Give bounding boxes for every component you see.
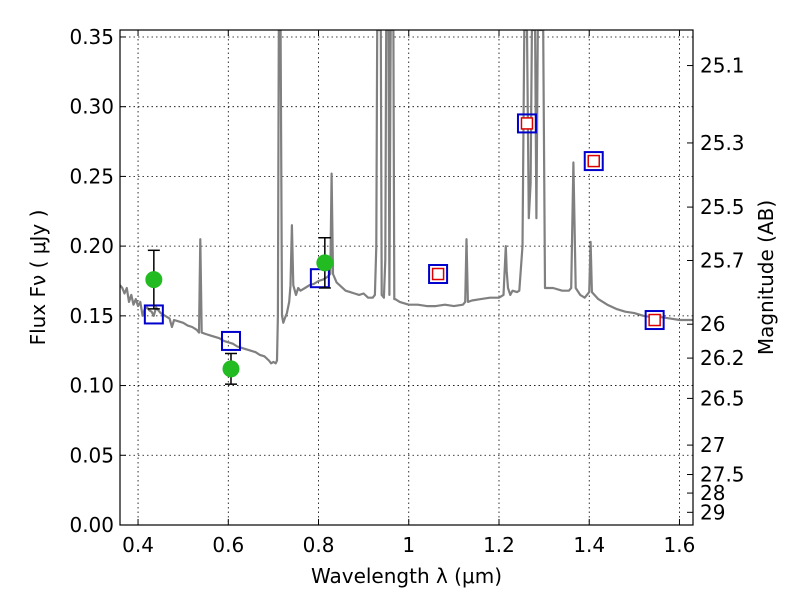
y-tick-label: 0.15 [69,304,114,328]
right-tick-label: 25.3 [700,131,745,155]
x-tick-label: 1 [402,533,415,557]
x-tick-label: 0.6 [212,533,244,557]
y-tick-label: 0.10 [69,374,114,398]
model-band-square [220,330,241,351]
right-tick-label: 26.2 [700,346,745,370]
observed-point [145,271,163,289]
y-tick-label: 0.30 [69,95,114,119]
red-marker-square [648,313,661,327]
red-marker-square [587,154,600,168]
model-band-square [644,310,665,331]
red-marker-square [431,267,445,281]
model-band-square [428,264,449,285]
x-tick-label: 1.6 [664,533,696,557]
model-band-square [516,113,537,134]
right-tick-label: 29 [700,500,725,524]
y-tick-label: 0.25 [69,164,114,188]
y-tick-label: 0.00 [69,513,114,537]
right-tick-label: 25.1 [700,54,745,78]
x-tick-label: 0.4 [122,533,154,557]
right-tick-label: 28 [700,481,725,505]
right-tick-label: 27.5 [700,463,745,487]
plot-frame [119,29,694,526]
right-tick-label: 25.7 [700,248,745,272]
right-tick-label: 26 [700,312,725,336]
model-spectrum-line [120,30,693,365]
x-tick-label: 1.2 [483,533,515,557]
y-axis-label: Flux Fν ( μJy ) [26,210,50,346]
x-tick-label: 1.4 [573,533,605,557]
y-tick-label: 0.20 [69,234,114,258]
y-tick-label: 0.35 [69,25,114,49]
markers [143,113,665,385]
right-tick-label: 27 [700,433,725,457]
x-axis-label: Wavelength λ (μm) [311,564,502,588]
x-tick-label: 0.8 [303,533,335,557]
observed-point [316,254,334,272]
model-band-square [583,151,604,172]
right-tick-label: 26.5 [700,386,745,410]
grid-lines [120,30,693,525]
observed-point [222,360,240,378]
axis-ticks: 0.4 0.6 0.8 1 1.2 1.4 1.6 0.00 0.05 0.10 0.15 0.20 0… [69,25,744,557]
right-axis-label: Magnitude (AB) [754,200,778,355]
red-marker-square [520,117,534,130]
right-tick-label: 25.5 [700,195,745,219]
y-tick-label: 0.05 [69,443,114,467]
model-spectrum [120,30,693,365]
